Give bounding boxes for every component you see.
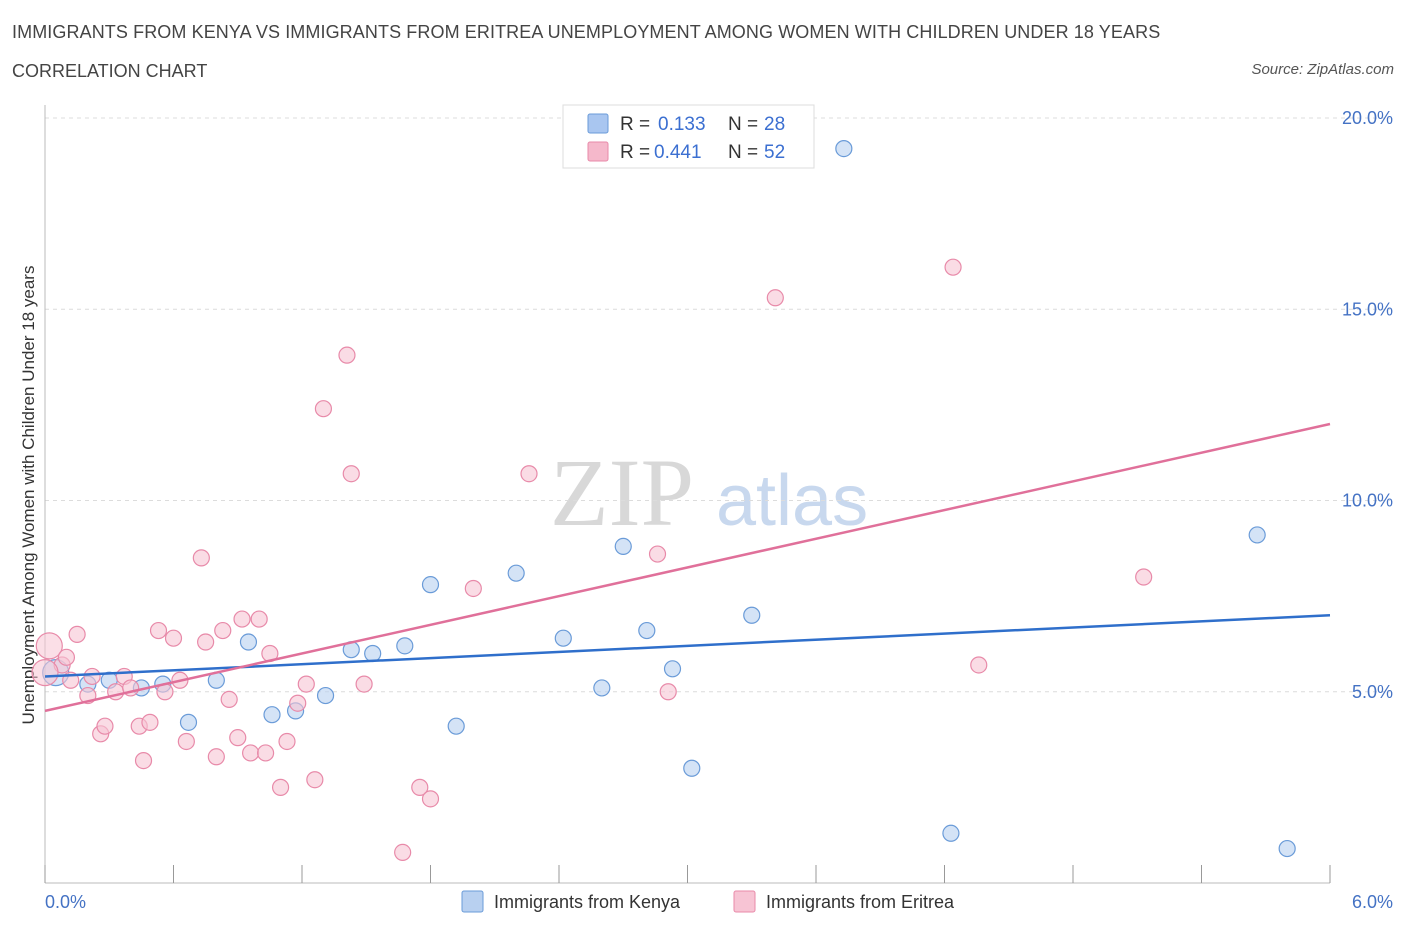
point-kenya	[239, 633, 258, 651]
legend-swatch-kenya	[461, 890, 484, 913]
axes	[44, 105, 1331, 884]
x-tick-label-max: 6.0%	[1352, 892, 1393, 912]
stats-legend-n-value-eritrea: 52	[764, 142, 785, 163]
point-eritrea	[256, 744, 275, 762]
point-eritrea	[289, 694, 307, 712]
point-kenya	[316, 686, 335, 705]
stats-legend-r-label-kenya: R =	[620, 114, 650, 135]
point-eritrea	[970, 656, 988, 674]
stats-legend-r-value-eritrea: 0.441	[654, 142, 702, 163]
point-kenya	[364, 644, 382, 663]
watermark-zip: ZIP	[550, 439, 694, 546]
y-tick-label: 10.0%	[1342, 491, 1393, 511]
point-eritrea	[177, 732, 195, 751]
point-eritrea	[659, 683, 677, 701]
point-kenya	[835, 140, 853, 158]
point-kenya	[396, 637, 414, 655]
point-kenya	[447, 717, 465, 735]
legend-label-eritrea: Immigrants from Eritrea	[766, 892, 955, 912]
point-eritrea	[83, 667, 101, 686]
point-eritrea	[271, 778, 290, 796]
stats-legend-r-label-eritrea: R =	[620, 142, 650, 163]
point-eritrea	[164, 629, 183, 647]
point-kenya	[1278, 839, 1296, 858]
legend-swatch-eritrea	[733, 890, 756, 913]
stats-legend-swatch-kenya	[587, 113, 609, 134]
point-eritrea	[1135, 568, 1153, 586]
point-eritrea	[233, 610, 251, 628]
point-eritrea	[149, 621, 168, 640]
point-eritrea	[57, 648, 76, 666]
y-tick-label: 15.0%	[1342, 299, 1393, 319]
point-eritrea	[520, 465, 538, 483]
point-eritrea	[421, 790, 440, 808]
point-eritrea	[355, 675, 373, 693]
point-eritrea	[197, 633, 215, 651]
point-eritrea	[338, 346, 356, 364]
point-eritrea	[464, 579, 482, 598]
point-eritrea	[229, 729, 247, 747]
point-eritrea	[134, 751, 153, 770]
y-tick-label: 20.0%	[1342, 108, 1393, 128]
point-kenya	[638, 621, 656, 640]
point-eritrea	[394, 843, 412, 862]
point-kenya	[263, 706, 281, 724]
trend-lines	[44, 422, 1331, 713]
source-note: Source: ZipAtlas.com	[1251, 61, 1394, 78]
point-eritrea	[648, 545, 667, 563]
point-eritrea	[242, 744, 260, 762]
point-kenya	[593, 679, 611, 697]
point-eritrea	[214, 621, 232, 640]
point-kenya	[683, 759, 701, 777]
x-tick-label-min: 0.0%	[45, 892, 86, 912]
trend-line-eritrea	[44, 422, 1331, 713]
point-eritrea	[944, 258, 962, 276]
point-eritrea	[68, 625, 86, 643]
y-tick-labels: 5.0% 10.0% 15.0% 20.0%	[1342, 108, 1393, 702]
point-eritrea	[141, 713, 159, 731]
stats-legend: R = 0.133 N = 28 R = 0.441 N = 52	[562, 104, 815, 169]
trend-line-kenya	[44, 614, 1331, 678]
point-eritrea	[250, 610, 268, 628]
point-eritrea	[192, 549, 210, 567]
point-kenya	[507, 564, 525, 582]
bottom-legend: Immigrants from Kenya Immigrants from Er…	[461, 890, 955, 913]
gridlines	[45, 117, 1390, 693]
chart-subtitle: CORRELATION CHART	[12, 61, 208, 81]
point-eritrea	[342, 465, 360, 483]
point-eritrea	[220, 690, 238, 709]
legend-label-kenya: Immigrants from Kenya	[494, 892, 681, 912]
point-kenya	[421, 576, 440, 594]
point-eritrea	[96, 717, 114, 735]
stats-legend-n-label-eritrea: N =	[728, 142, 758, 163]
point-kenya	[1248, 526, 1266, 544]
point-eritrea	[411, 778, 429, 796]
stats-legend-r-value-kenya: 0.133	[658, 114, 706, 135]
stats-legend-swatch-eritrea	[587, 141, 609, 162]
stats-legend-n-label-kenya: N =	[728, 114, 758, 135]
point-kenya	[614, 537, 632, 556]
y-tick-label: 5.0%	[1352, 682, 1393, 702]
point-eritrea	[297, 675, 315, 693]
point-kenya	[554, 629, 572, 647]
y-axis-label: Unemployment Among Women with Children U…	[19, 266, 38, 725]
point-eritrea	[31, 659, 59, 687]
point-kenya	[179, 713, 198, 731]
point-eritrea	[278, 732, 296, 751]
point-eritrea	[306, 771, 324, 789]
x-tick-labels: 0.0% 6.0%	[45, 892, 1393, 912]
point-kenya	[942, 824, 960, 842]
point-eritrea	[314, 400, 333, 418]
chart-title: IMMIGRANTS FROM KENYA VS IMMIGRANTS FROM…	[12, 22, 1161, 42]
point-eritrea	[766, 289, 784, 307]
point-kenya	[743, 606, 761, 624]
point-kenya	[663, 660, 682, 678]
point-eritrea	[207, 748, 225, 766]
point-eritrea	[35, 632, 63, 660]
stats-legend-n-value-kenya: 28	[764, 114, 785, 135]
